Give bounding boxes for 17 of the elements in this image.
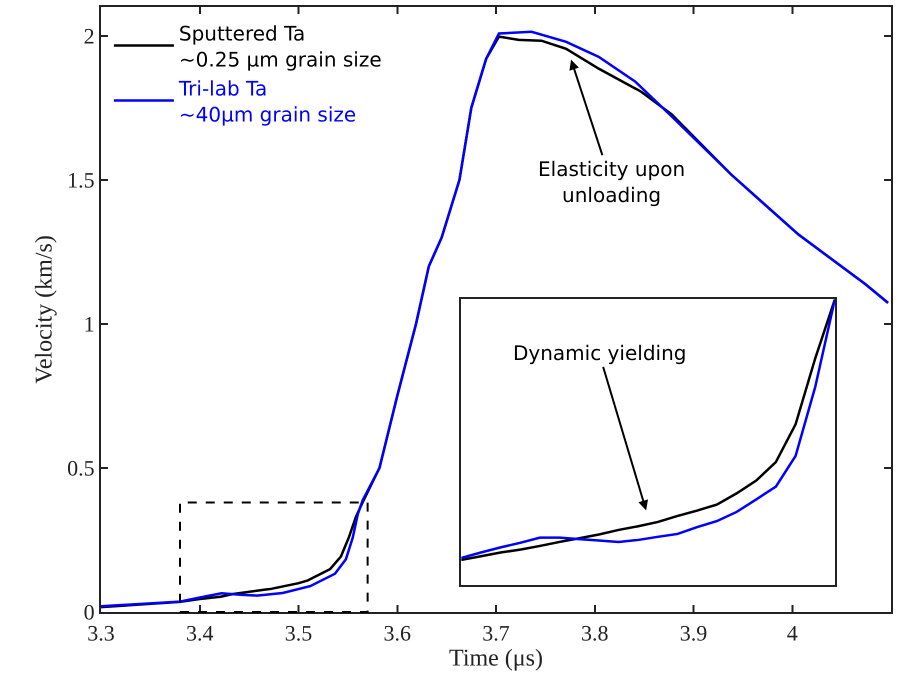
y-tick-label: 1 xyxy=(84,312,95,337)
x-tick-label: 4 xyxy=(786,620,798,646)
legend-label: Sputtered Ta ~0.25 μm grain size xyxy=(178,21,382,72)
y-tick-label: 0.5 xyxy=(67,456,95,481)
y-axis-title: Velocity (km/s) xyxy=(32,235,58,384)
x-tick-label: 3.8 xyxy=(581,620,608,646)
y-tick-label: 2 xyxy=(84,24,95,49)
annotation: Elasticity upon unloading xyxy=(538,157,686,207)
legend-label: Tri-lab Ta ~40μm grain size xyxy=(178,76,356,126)
x-tick-label: 3.6 xyxy=(384,620,411,646)
y-tick-label: 1.5 xyxy=(67,168,95,193)
x-tick-label: 3.7 xyxy=(482,620,510,646)
x-tick-label: 3.4 xyxy=(186,620,214,646)
annotation: Dynamic yielding xyxy=(513,341,686,365)
x-tick-label: 3.5 xyxy=(284,620,312,646)
x-axis-title: Time (μs) xyxy=(449,645,543,672)
x-tick-label: 3.9 xyxy=(680,620,708,646)
